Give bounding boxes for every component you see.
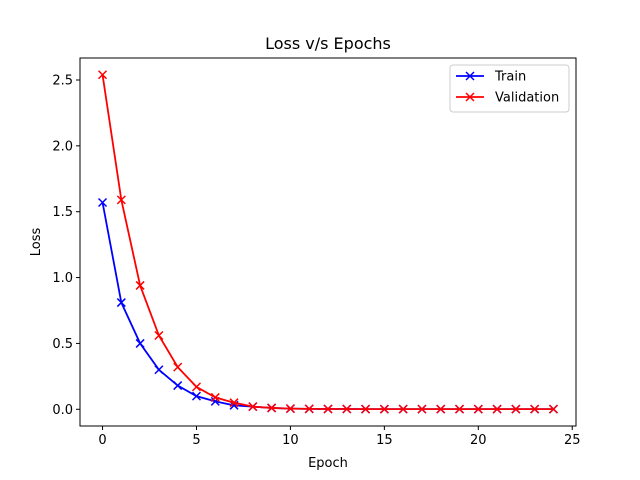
data-point-validation [229, 398, 239, 408]
legend-label: Train [494, 70, 526, 85]
data-point-validation [436, 404, 446, 414]
legend-item-validation: Validation [456, 91, 559, 106]
x-axis-label: Epoch [308, 456, 348, 471]
x-tick-label: 10 [282, 433, 299, 448]
data-point-validation [116, 195, 126, 205]
x-tick-label: 25 [564, 433, 581, 448]
data-point-validation [135, 280, 145, 290]
data-point-train [154, 365, 164, 375]
data-point-validation [323, 404, 333, 414]
data-point-validation [210, 392, 220, 402]
data-point-validation [511, 404, 521, 414]
x-axis: 0 5 10 15 20 25 [98, 426, 581, 448]
legend-item-train: Train [456, 70, 526, 85]
data-point-validation [191, 382, 202, 392]
data-point-validation [530, 404, 540, 414]
series-line-train [101, 202, 554, 411]
y-tick-label: 2.0 [52, 139, 73, 154]
data-point-train [135, 338, 145, 348]
legend-marker [465, 71, 475, 81]
y-tick-label: 1.5 [52, 205, 73, 220]
y-tick-label: 2.5 [52, 73, 73, 88]
y-axis: 0.0 0.5 1.0 1.5 2.0 2.5 [52, 73, 80, 418]
x-tick-label: 20 [470, 433, 487, 448]
data-point-train [173, 381, 183, 391]
legend-marker [465, 92, 475, 102]
chart-title: Loss v/s Epochs [265, 34, 391, 53]
data-point-validation [398, 404, 408, 414]
axes-frame [79, 57, 577, 427]
legend-label: Validation [495, 91, 559, 106]
y-tick-label: 0.5 [52, 337, 73, 352]
data-point-train [98, 197, 108, 208]
data-point-validation [417, 404, 427, 414]
legend: Train Validation [449, 64, 570, 113]
data-point-validation [342, 404, 352, 414]
data-point-validation [473, 404, 483, 414]
data-point-validation [98, 70, 108, 80]
series-line-validation [101, 74, 554, 411]
x-tick-label: 5 [192, 433, 200, 448]
data-point-validation [173, 362, 183, 372]
data-point-validation [285, 404, 295, 414]
x-tick-label: 0 [98, 433, 106, 448]
data-point-validation [379, 404, 389, 414]
data-point-train [191, 391, 202, 401]
data-point-validation [548, 404, 558, 414]
plot-area [98, 70, 558, 414]
y-axis-label: Loss [29, 228, 44, 257]
x-tick-label: 15 [376, 433, 393, 448]
data-point-validation [248, 402, 258, 412]
y-tick-label: 1.0 [52, 271, 73, 286]
data-point-validation [304, 404, 314, 414]
y-tick-label: 0.0 [52, 403, 73, 418]
data-point-validation [154, 330, 164, 341]
data-point-validation [454, 404, 465, 414]
data-point-train [116, 298, 126, 308]
data-point-validation [361, 404, 371, 414]
data-point-validation [267, 403, 277, 413]
data-point-validation [492, 404, 502, 414]
